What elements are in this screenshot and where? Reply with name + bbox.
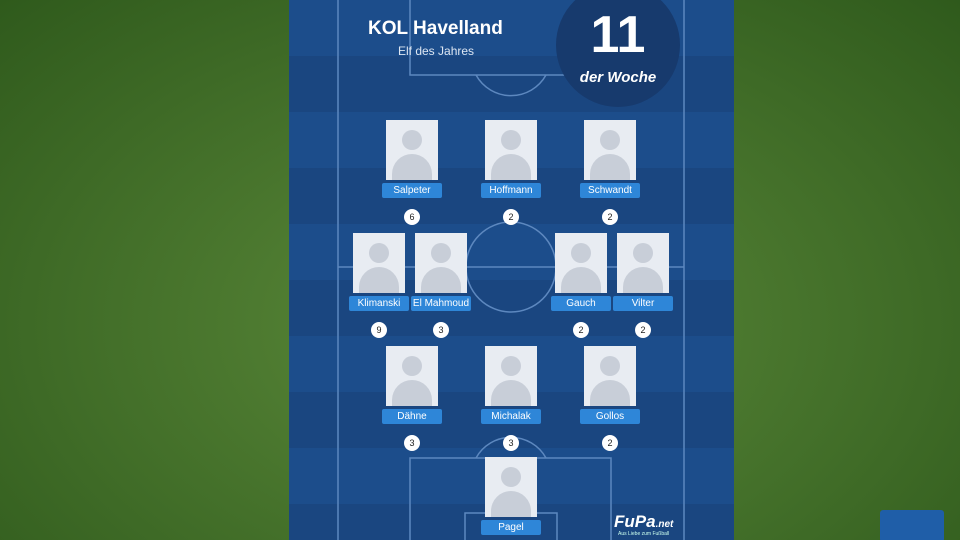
badge-text: der Woche xyxy=(579,69,657,86)
player-card[interactable]: Dähne 3 xyxy=(382,346,442,451)
silhouette-body xyxy=(491,491,531,517)
silhouette-body xyxy=(392,154,432,180)
badge-number: 11 xyxy=(590,6,646,64)
player-name: El Mahmoud xyxy=(411,296,471,311)
player-name: Salpeter xyxy=(382,183,442,198)
tagline: Aus Liebe zum Fußball xyxy=(618,531,670,537)
app-icon[interactable] xyxy=(880,510,944,540)
player-photo xyxy=(353,233,405,293)
silhouette-head xyxy=(402,356,422,376)
player-count: 2 xyxy=(573,322,589,338)
player-card[interactable]: Pagel xyxy=(481,457,541,535)
silhouette-head xyxy=(501,467,521,487)
player-card[interactable]: El Mahmoud 3 xyxy=(411,233,471,338)
silhouette-body xyxy=(590,154,630,180)
player-card[interactable]: Vilter 2 xyxy=(613,233,673,338)
player-name: Gauch xyxy=(551,296,611,311)
player-photo xyxy=(584,346,636,406)
silhouette-head xyxy=(571,243,591,263)
silhouette-head xyxy=(633,243,653,263)
silhouette-head xyxy=(369,243,389,263)
player-card[interactable]: Hoffmann 2 xyxy=(481,120,541,225)
silhouette-body xyxy=(561,267,601,293)
player-card[interactable]: Gauch 2 xyxy=(551,233,611,338)
player-card[interactable]: Gollos 2 xyxy=(580,346,640,451)
player-name: Schwandt xyxy=(580,183,640,198)
player-name: Pagel xyxy=(481,520,541,535)
player-card[interactable]: Klimanski 9 xyxy=(349,233,409,338)
silhouette-body xyxy=(392,380,432,406)
player-photo xyxy=(386,346,438,406)
player-count: 9 xyxy=(371,322,387,338)
silhouette-head xyxy=(600,356,620,376)
logo-suffix: .net xyxy=(655,519,674,530)
silhouette-body xyxy=(491,154,531,180)
player-count: 3 xyxy=(404,435,420,451)
player-photo xyxy=(555,233,607,293)
player-card[interactable]: Schwandt 2 xyxy=(580,120,640,225)
player-photo xyxy=(485,457,537,517)
silhouette-head xyxy=(501,130,521,150)
silhouette-head xyxy=(600,130,620,150)
player-name: Dähne xyxy=(382,409,442,424)
badge: 11 der Woche xyxy=(556,0,680,107)
player-photo xyxy=(386,120,438,180)
silhouette-body xyxy=(623,267,663,293)
title: KOL Havelland xyxy=(368,18,503,39)
silhouette-body xyxy=(421,267,461,293)
silhouette-body xyxy=(491,380,531,406)
silhouette-head xyxy=(501,356,521,376)
player-count: 2 xyxy=(602,435,618,451)
player-count: 2 xyxy=(602,209,618,225)
logo-main: FuPa xyxy=(614,512,656,531)
silhouette-body xyxy=(590,380,630,406)
player-count: 3 xyxy=(503,435,519,451)
silhouette-body xyxy=(359,267,399,293)
player-name: Michalak xyxy=(481,409,541,424)
silhouette-head xyxy=(431,243,451,263)
player-count: 2 xyxy=(503,209,519,225)
player-count: 2 xyxy=(635,322,651,338)
player-photo xyxy=(584,120,636,180)
player-photo xyxy=(415,233,467,293)
logo: FuPa.net xyxy=(614,512,673,532)
player-card[interactable]: Michalak 3 xyxy=(481,346,541,451)
subtitle: Elf des Jahres xyxy=(398,44,475,58)
player-card[interactable]: Salpeter 6 xyxy=(382,120,442,225)
player-name: Vilter xyxy=(613,296,673,311)
player-name: Gollos xyxy=(580,409,640,424)
player-name: Klimanski xyxy=(349,296,409,311)
player-photo xyxy=(485,120,537,180)
player-name: Hoffmann xyxy=(481,183,541,198)
player-photo xyxy=(485,346,537,406)
player-photo xyxy=(617,233,669,293)
player-count: 6 xyxy=(404,209,420,225)
player-count: 3 xyxy=(433,322,449,338)
silhouette-head xyxy=(402,130,422,150)
